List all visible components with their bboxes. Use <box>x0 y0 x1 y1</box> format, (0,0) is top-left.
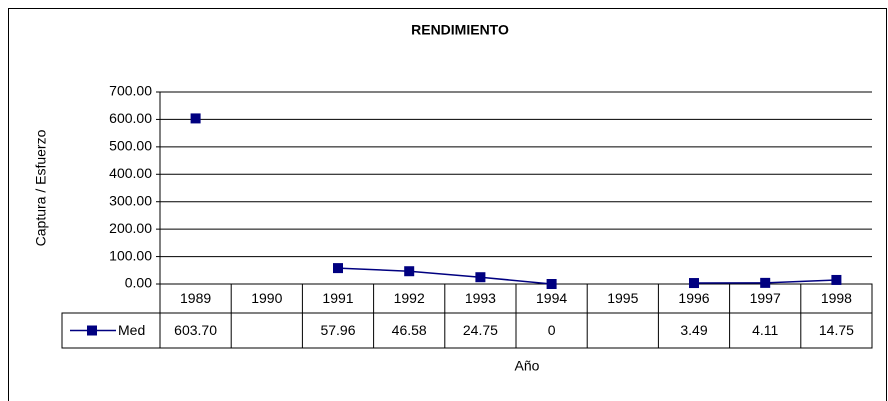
data-label: 603.70 <box>174 322 217 338</box>
point-marker <box>546 279 557 289</box>
y-tick-label: 300.00 <box>109 192 152 208</box>
y-tick-label: 400.00 <box>109 165 152 181</box>
point-marker <box>333 263 343 274</box>
x-tick-label: 1998 <box>821 290 852 306</box>
chart-title: RENDIMIENTO <box>411 22 509 38</box>
y-tick-label: 0.00 <box>125 275 152 291</box>
data-label: 0 <box>548 322 556 338</box>
data-label: 4.11 <box>752 322 778 338</box>
x-tick-label: 1989 <box>180 290 211 306</box>
y-axis-label: Captura / Esfuerzo <box>33 129 49 246</box>
x-tick-label: 1995 <box>607 290 638 306</box>
x-axis-label: Año <box>515 358 540 374</box>
y-tick-label: 700.00 <box>109 83 152 99</box>
x-tick-label: 1992 <box>394 290 425 306</box>
point-marker <box>760 277 771 288</box>
data-label: 46.58 <box>392 322 427 338</box>
x-tick-label: 1997 <box>750 290 781 306</box>
y-tick-label: 600.00 <box>109 110 152 126</box>
x-tick-label: 1990 <box>251 290 282 306</box>
legend-label: Med <box>118 322 145 338</box>
data-label: 3.49 <box>680 322 707 338</box>
data-label: 57.96 <box>320 322 355 338</box>
point-marker <box>475 272 486 283</box>
point-marker <box>190 113 201 124</box>
y-tick-label: 500.00 <box>109 138 152 154</box>
data-label: 24.75 <box>463 322 498 338</box>
point-marker <box>689 278 699 289</box>
y-tick-label: 200.00 <box>109 220 152 236</box>
point-marker <box>831 274 842 285</box>
x-tick-label: 1993 <box>465 290 496 306</box>
x-tick-label: 1991 <box>322 290 353 306</box>
data-label: 14.75 <box>819 322 854 338</box>
y-tick-label: 100.00 <box>109 247 152 263</box>
x-tick-label: 1996 <box>678 290 709 306</box>
legend-marker <box>87 325 97 336</box>
chart-border <box>8 8 887 401</box>
x-tick-label: 1994 <box>536 290 567 306</box>
point-marker <box>404 266 415 277</box>
